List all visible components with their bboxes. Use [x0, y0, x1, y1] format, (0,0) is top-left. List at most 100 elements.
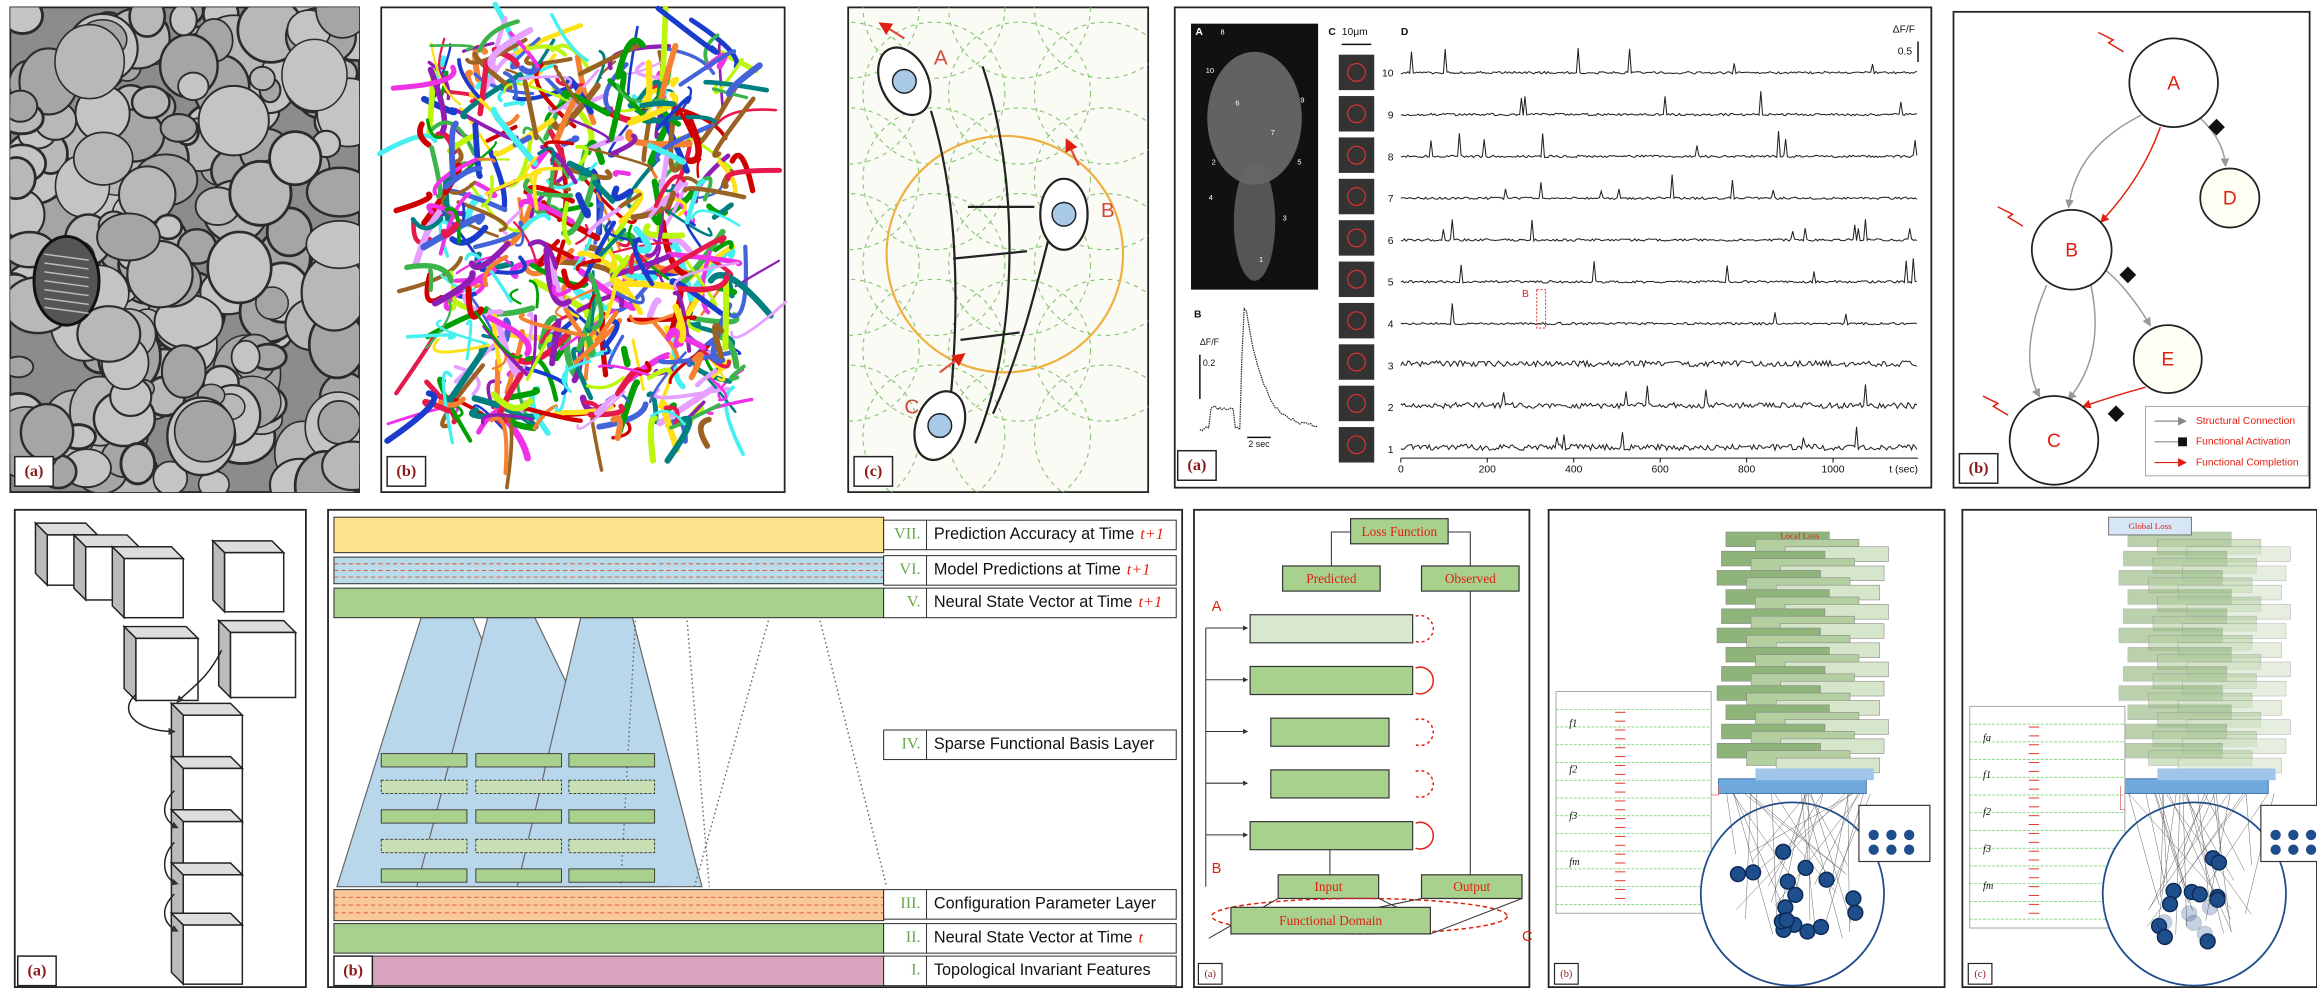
basis-unit [569, 780, 655, 793]
cell-thumb [1339, 96, 1374, 131]
em-cell [318, 401, 360, 444]
em-cell [162, 345, 206, 397]
brain-label: 3 [1283, 214, 1287, 223]
layer-name: Prediction Accuracy at Time [934, 525, 1134, 543]
neuron [1846, 891, 1861, 906]
inset-dff: ΔF/F [1200, 337, 1220, 347]
x-tick-label: 200 [1479, 465, 1496, 476]
hidden-layer-box [1250, 822, 1413, 850]
cube-side [124, 627, 136, 701]
mitochondrion [34, 236, 99, 325]
flow-marker: A [1212, 599, 1222, 615]
row-label: f1 [1569, 718, 1577, 729]
row-label: f3 [1983, 844, 1991, 855]
brain-label: 8 [1221, 27, 1225, 36]
trace-id: 1 [1388, 445, 1394, 456]
em-cell [270, 132, 321, 185]
layer-band [334, 517, 884, 552]
neuron [2163, 897, 2178, 912]
cell-thumb [1339, 303, 1374, 338]
neuron-small [1869, 830, 1879, 840]
blue-bar [2157, 768, 2275, 780]
panel-letter: B [1194, 309, 1201, 320]
node-label: D [2223, 189, 2237, 210]
dff-scale: 0.5 [1898, 46, 1913, 57]
nucleus [928, 414, 952, 438]
layer-numeral: III. [900, 894, 920, 912]
legend-label: Structural Connection [2196, 416, 2296, 427]
em-cell [97, 213, 160, 260]
em-cell [307, 168, 373, 217]
em-cell [121, 444, 155, 484]
layer-text: Neural State Vector at Timet+1 [934, 593, 1162, 612]
panel-label: (b) [1560, 969, 1572, 980]
neuron [2203, 900, 2218, 915]
trace-id: 2 [1388, 403, 1394, 414]
output: Output [1453, 879, 1490, 894]
em-cell [161, 114, 197, 142]
em-cell [250, 67, 275, 90]
trace-id: 9 [1388, 110, 1394, 121]
basis-unit [381, 754, 467, 767]
layer-name: Sparse Functional Basis Layer [934, 735, 1155, 753]
neuron [2197, 926, 2212, 941]
node-label: A [2167, 73, 2180, 94]
panel-label: (b) [1969, 459, 1989, 477]
layer-name: Neural State Vector at Time [934, 929, 1133, 947]
x-tick-label: 1000 [1822, 465, 1845, 476]
layer-name: Topological Invariant Features [934, 961, 1151, 979]
neurite [615, 172, 629, 174]
neuron [1731, 867, 1746, 882]
trace-id: 7 [1388, 194, 1394, 205]
layer-text: Sparse Functional Basis Layer [934, 735, 1155, 753]
neurite [642, 103, 674, 105]
cube-side [219, 621, 231, 698]
panel-letter: C [1328, 27, 1336, 38]
layer-time: t+1 [1139, 593, 1163, 611]
trace-id: 5 [1388, 278, 1394, 289]
layer-name: Model Predictions at Time [934, 561, 1121, 579]
trace-id: 10 [1382, 69, 1394, 80]
hidden-layer-box [1250, 615, 1413, 643]
em-cell [21, 404, 73, 460]
dff-label: ΔF/F [1893, 24, 1915, 35]
layer-numeral: IV. [901, 735, 920, 753]
basis-unit [476, 754, 562, 767]
neuron [1798, 860, 1813, 875]
em-cell [282, 39, 347, 110]
cube-front [225, 553, 284, 612]
layer-text: Configuration Parameter Layer [934, 895, 1157, 913]
trace-id: 4 [1388, 320, 1394, 331]
panel-label: (a) [1187, 456, 1206, 474]
blue-bar [1755, 768, 1873, 780]
neuron [1814, 920, 1829, 935]
layer-numeral: II. [906, 928, 921, 946]
cube-side [35, 523, 47, 585]
cube-top [219, 621, 296, 633]
x-tick-label: 400 [1565, 465, 1582, 476]
layer-band [334, 956, 884, 986]
em-cell [178, 73, 208, 100]
layer-time: t+1 [1140, 525, 1164, 543]
cube-side [213, 541, 225, 612]
neuron-small [1886, 845, 1896, 855]
flow-marker: B [1212, 861, 1222, 877]
brain-label: 5 [1297, 158, 1301, 167]
layer-time: t+1 [1127, 560, 1151, 578]
cube-front [124, 559, 183, 618]
row-label: f1 [1983, 770, 1991, 781]
neuron [1746, 865, 1761, 880]
em-cell [74, 132, 133, 185]
neuron-small [2306, 830, 2316, 840]
neuron-small [2288, 830, 2298, 840]
basis-unit [476, 780, 562, 793]
x-tick-label: 0 [1398, 465, 1404, 476]
neuron [2186, 915, 2201, 930]
layer-name: Configuration Parameter Layer [934, 895, 1157, 913]
neuron [2212, 855, 2227, 870]
cell-thumb [1339, 344, 1374, 379]
neuron [2192, 887, 2207, 902]
loss-label: Global Loss [2128, 521, 2172, 531]
neuron-small [1904, 845, 1914, 855]
cube-side [112, 547, 124, 618]
